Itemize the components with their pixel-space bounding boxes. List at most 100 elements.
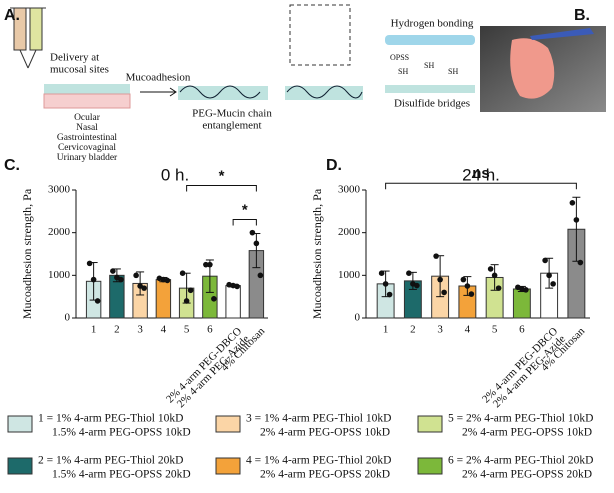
y-tick-label: 3000 [338, 184, 361, 196]
x-tick-label: 1 [383, 324, 389, 336]
data-point [179, 270, 186, 277]
y-tick-label: 1000 [338, 269, 361, 281]
data-point [94, 298, 101, 304]
data-point [253, 240, 260, 247]
x-tick-label: 3 [137, 324, 143, 336]
panel-label: A. [4, 7, 20, 24]
legend-text: 2 = 1% 4-arm PEG-Thiol 20kD [38, 455, 183, 467]
legend-swatch [7, 457, 33, 475]
data-point [460, 276, 467, 283]
data-point [550, 281, 556, 287]
bar [225, 285, 241, 319]
legend-text: 3 = 1% 4-arm PEG-Thiol 10kD [246, 413, 391, 425]
data-point [542, 257, 548, 264]
data-point [382, 281, 389, 287]
significance-label: ns [472, 165, 490, 182]
data-point [414, 282, 420, 289]
schematic-text: Cervicovaginal [58, 143, 116, 153]
panel-label: B. [574, 7, 590, 24]
data-point [203, 261, 209, 268]
y-tick-label: 2000 [48, 226, 71, 238]
data-point [133, 272, 139, 279]
schematic-text: SH [424, 61, 434, 70]
schematic-text: Hydrogen bonding [391, 18, 474, 30]
data-point [495, 285, 502, 291]
schematic-text: Ocular [74, 113, 101, 123]
data-point [207, 261, 213, 268]
y-tick-label: 0 [65, 312, 71, 324]
x-tick-label: 6 [207, 324, 213, 336]
legend-swatch [417, 415, 443, 433]
data-point [491, 272, 498, 279]
legend-text: 2% 4-arm PEG-OPSS 20kD [260, 469, 390, 481]
schematic-text: Gastrointestinal [57, 133, 118, 143]
data-point [118, 276, 124, 283]
data-point [577, 259, 584, 266]
data-point [164, 277, 171, 284]
schematic-text: Nasal [76, 123, 98, 133]
data-point [573, 217, 580, 223]
x-tick-label: 4 [161, 324, 167, 336]
data-point [234, 283, 240, 290]
data-point [406, 270, 412, 277]
significance-label: * [242, 201, 248, 218]
schematic [10, 4, 475, 109]
legend-text: 1.5% 4-arm PEG-OPSS 20kD [52, 469, 191, 481]
data-point [569, 200, 576, 206]
x-tick-label: 4 [465, 324, 471, 336]
y-tick-label: 0 [355, 312, 361, 324]
data-point [249, 229, 256, 236]
significance-bracket [232, 219, 257, 226]
bar [512, 288, 531, 319]
data-point [468, 291, 475, 297]
schematic-text: SH [448, 67, 458, 76]
x-tick-label: 6 [519, 324, 525, 336]
significance-bracket [186, 185, 257, 192]
data-point [441, 289, 447, 296]
schematic-text: Delivery at [50, 52, 99, 64]
legend-text: 4 = 1% 4-arm PEG-Thiol 20kD [246, 455, 391, 467]
significance-label: * [219, 167, 225, 184]
y-axis-label: Mucoadhesion strength, Pa [20, 188, 34, 319]
data-point [523, 287, 529, 293]
schematic-text: mucosal sites [50, 64, 109, 76]
data-point [386, 291, 393, 298]
data-point [90, 276, 97, 283]
legend-text: 2% 4-arm PEG-OPSS 20kD [462, 469, 592, 481]
panel-label: D. [326, 157, 342, 174]
legend-text: 1 = 1% 4-arm PEG-Thiol 10kD [38, 413, 183, 425]
data-point [546, 272, 552, 279]
schematic-text: SH [398, 67, 408, 76]
legend-swatch [417, 457, 443, 475]
legend-swatch [215, 457, 241, 475]
data-point [86, 260, 93, 267]
data-point [433, 253, 439, 259]
y-tick-label: 2000 [338, 226, 361, 238]
bar [155, 279, 172, 319]
significance-bracket [385, 182, 577, 190]
data-point [437, 276, 443, 283]
legend-text: 1.5% 4-arm PEG-OPSS 10kD [52, 427, 191, 439]
chart-title: 24 h. [462, 165, 500, 184]
data-point [257, 272, 264, 279]
x-tick-label: 2 [114, 324, 120, 336]
y-tick-label: 3000 [48, 184, 71, 196]
data-point [187, 287, 194, 294]
x-tick-label: 5 [492, 324, 498, 336]
x-tick-label: 5 [184, 324, 190, 336]
legend-text: 5 = 2% 4-arm PEG-Thiol 10kD [448, 413, 593, 425]
schematic-text: OPSS [390, 53, 409, 62]
data-point [464, 283, 471, 289]
legend-text: 6 = 2% 4-arm PEG-Thiol 20kD [448, 455, 593, 467]
data-point [141, 285, 147, 291]
panel-label: C. [4, 157, 20, 174]
legend-swatch [215, 415, 241, 433]
photo [480, 26, 606, 112]
schematic-text: entanglement [202, 120, 261, 132]
data-point [378, 270, 385, 277]
data-point [110, 268, 116, 274]
x-tick-label: 2 [410, 324, 416, 336]
data-point [487, 266, 494, 272]
